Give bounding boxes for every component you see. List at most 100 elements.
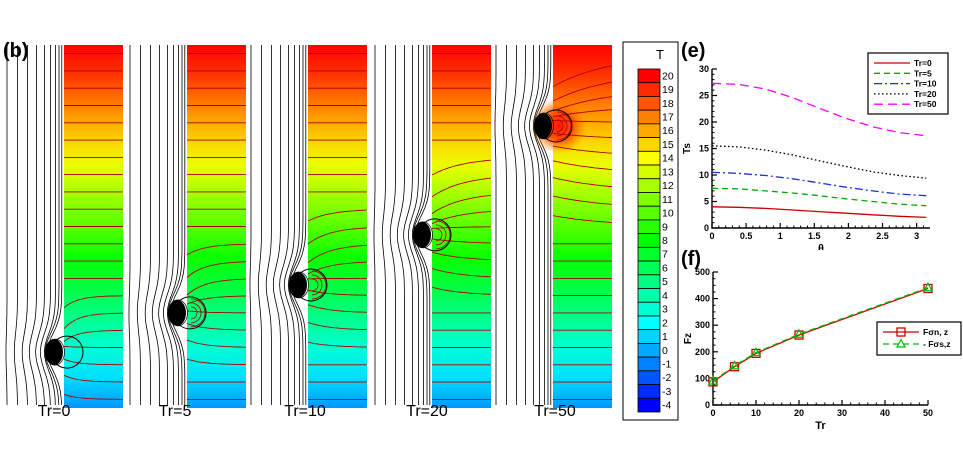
panel-e-label: (e): [681, 40, 706, 62]
marker-square: [729, 362, 740, 372]
streamline: [28, 45, 37, 406]
y-tick-label: 100: [695, 373, 710, 383]
legend-label: Tr=20: [914, 89, 937, 99]
isotherm-contour: [63, 329, 123, 342]
x-tick-label: 2.5: [876, 231, 889, 241]
isotherm-contour: [431, 177, 492, 198]
colorbar-cell: [637, 123, 661, 138]
colorbar-cell: [637, 274, 661, 289]
y-tick-label: 300: [695, 320, 710, 330]
isotherm-loop: [435, 224, 447, 246]
colorbar-tick-label: -3: [662, 386, 671, 398]
field-panel-Tr20: [373, 45, 492, 408]
legend-box: [876, 321, 962, 356]
legend-label: Tr=10: [914, 79, 937, 89]
x-tick-label: 50: [923, 408, 933, 418]
colorbar-cell: [637, 137, 661, 152]
colorbar-tick-label: 3: [662, 304, 668, 316]
colorbar-cell: [637, 384, 661, 399]
x-tick-label: 0: [710, 408, 715, 418]
hot-halo: [531, 97, 587, 154]
isotherm-contour: [307, 244, 368, 264]
colorbar-tick-label: -4: [662, 400, 671, 412]
marker-square: [794, 330, 804, 340]
streamline: [279, 45, 289, 405]
isotherm-contour: [307, 304, 368, 313]
isotherm-contour: [552, 215, 613, 223]
x-tick-label: 2: [846, 231, 851, 241]
streamline: [158, 45, 168, 405]
legend-label: Tr=5: [914, 68, 932, 78]
colorbar-tick-label: 17: [662, 112, 674, 124]
isotherm-contour: [63, 312, 123, 330]
isotherm-loop: [190, 306, 198, 320]
streamline: [265, 45, 272, 405]
isotherm-loop: [435, 228, 443, 242]
isotherm-contour: [431, 286, 492, 295]
colorbar-tick-label: 16: [662, 125, 674, 137]
streamline: [412, 45, 428, 405]
tr-label-1: Tr=5: [158, 403, 192, 420]
particle-outline: [418, 218, 452, 252]
colorbar-tick-label: 14: [662, 153, 674, 165]
x-tick-label: 10: [751, 408, 761, 418]
colorbar-cell: [637, 329, 661, 344]
y-tick-label: 5: [704, 197, 709, 207]
colorbar-cell: [637, 356, 661, 372]
streamline: [518, 45, 526, 405]
colorbar-tick-label: 18: [662, 98, 674, 110]
particle-outline: [173, 296, 207, 330]
marker-triangle: [794, 328, 804, 338]
isotherm-contour: [307, 209, 368, 222]
field-panel-Tr50: [494, 45, 613, 408]
colorbar-tick-label: -1: [662, 359, 671, 371]
y-axis-title: Fz: [683, 333, 694, 344]
tr-label-2: Tr=10: [284, 403, 326, 420]
tr-label-0: Tr=0: [37, 403, 71, 420]
streamline: [13, 45, 18, 405]
isotherm-loop: [435, 220, 451, 250]
particle: [413, 221, 431, 248]
colorbar-cell: [637, 178, 661, 193]
isotherm-contour: [552, 81, 613, 102]
isotherm-contour: [552, 65, 613, 87]
tr-label-4: Tr=50: [534, 403, 576, 420]
streamline: [162, 45, 174, 405]
series-Tr=0: [711, 206, 927, 219]
x-tick-label: 1.5: [808, 231, 821, 241]
tr-label-3: Tr=20: [406, 403, 448, 420]
particle: [534, 112, 552, 139]
y-tick-label: 0: [704, 223, 709, 233]
y-tick-label: 25: [699, 91, 709, 101]
isotherm-contour: [431, 226, 491, 229]
streamline: [35, 45, 45, 406]
field-panels-svg: T20191817161514131211109876543210-1-2-3-…: [5, 41, 679, 421]
series-Fσn, z: [712, 287, 929, 383]
y-tick-label: 15: [699, 144, 709, 154]
streamline: [396, 45, 405, 405]
colorbar-tick-label: 5: [662, 276, 668, 288]
colorbar-tick-label: 10: [662, 208, 674, 220]
series-Tr=50: [711, 82, 927, 137]
isotherm-contour: [307, 322, 367, 331]
panel-f-label: (f): [681, 248, 701, 270]
streamline: [287, 45, 300, 405]
isotherm-contour: [63, 295, 123, 309]
x-tick-label: 1: [778, 231, 783, 241]
isotherm-contour: [431, 211, 492, 225]
isotherm-contour: [307, 227, 368, 245]
legend-label: Tr=50: [914, 99, 937, 109]
streamline: [166, 45, 179, 405]
streamline: [373, 45, 376, 405]
particle-outline: [294, 268, 328, 302]
isotherm-contour: [63, 358, 123, 366]
isotherm-contour: [552, 145, 613, 154]
streamline: [249, 45, 252, 405]
colorbar-tick-label: 7: [662, 249, 668, 261]
y-tick-label: 200: [695, 347, 710, 357]
x-axis-title: Tr: [815, 420, 826, 432]
colorbar-tick-label: 11: [662, 194, 673, 206]
colorbar-cell: [637, 315, 661, 331]
